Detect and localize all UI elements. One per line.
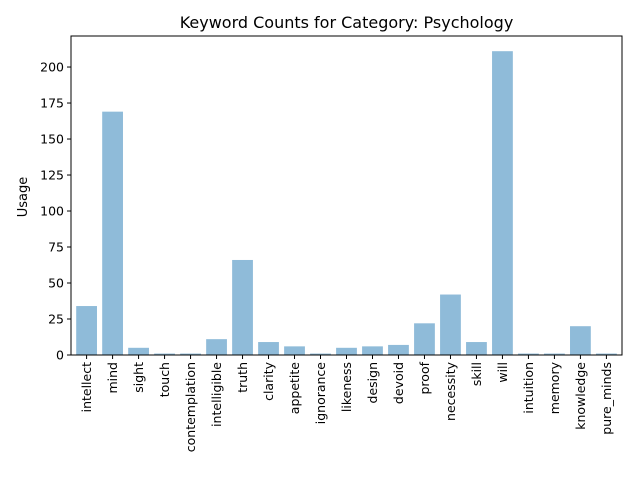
- x-tick-label: mind: [105, 362, 120, 394]
- y-tick-label: 75: [48, 240, 64, 255]
- bar-necessity: [440, 294, 461, 355]
- bar-design: [362, 346, 383, 355]
- y-tick-label: 25: [48, 312, 64, 327]
- bar-likeness: [336, 347, 357, 355]
- bar-memory: [544, 353, 565, 355]
- x-tick-label: proof: [417, 361, 432, 394]
- y-tick-label: 150: [40, 132, 64, 147]
- x-tick-label: ignorance: [313, 362, 328, 425]
- x-tick-label: intellect: [79, 362, 94, 412]
- y-tick-label: 175: [40, 96, 64, 111]
- bar-intuition: [518, 353, 539, 355]
- bar-mind: [102, 111, 123, 355]
- bar-contemplation: [180, 353, 201, 355]
- y-tick-label: 200: [40, 60, 64, 75]
- bar-sight: [128, 347, 149, 355]
- y-tick-label: 100: [40, 204, 64, 219]
- x-tick-label: intuition: [521, 362, 536, 414]
- bar-intellect: [76, 306, 97, 355]
- x-tick-label: clarity: [261, 361, 276, 401]
- x-tick-label: appetite: [287, 362, 302, 414]
- bar-touch: [154, 353, 175, 355]
- x-tick-label: touch: [157, 362, 172, 397]
- x-tick-label: intelligible: [209, 362, 224, 427]
- x-tick-label: necessity: [443, 361, 458, 421]
- x-tick-label: will: [495, 362, 510, 383]
- y-tick-label: 50: [48, 276, 64, 291]
- bar-knowledge: [570, 326, 591, 355]
- bar-will: [492, 51, 513, 355]
- bar-devoid: [388, 344, 409, 355]
- plot-frame: [70, 35, 623, 356]
- x-tick-label: memory: [547, 361, 562, 414]
- x-tick-label: pure_minds: [599, 362, 614, 435]
- bar-pure-minds: [596, 353, 617, 355]
- bar-skill: [466, 342, 487, 355]
- chart-title: Keyword Counts for Category: Psychology: [180, 13, 514, 32]
- bars-group: [76, 51, 617, 355]
- bar-proof: [414, 323, 435, 355]
- bar-intelligible: [206, 339, 227, 355]
- x-tick-label: devoid: [391, 362, 406, 404]
- y-tick-label: 125: [40, 168, 64, 183]
- bar-truth: [232, 259, 253, 355]
- x-tick-label: truth: [235, 362, 250, 393]
- bar-clarity: [258, 342, 279, 355]
- y-axis-ticks: 0 25 50 75 100 125 150 175 200: [40, 60, 71, 363]
- x-tick-label: design: [365, 362, 380, 403]
- bar-appetite: [284, 346, 305, 355]
- x-tick-label: sight: [131, 362, 146, 393]
- axes-frame: [70, 35, 623, 356]
- x-tick-label: knowledge: [573, 362, 588, 430]
- bar-ignorance: [310, 353, 331, 355]
- x-tick-label: skill: [469, 362, 484, 386]
- y-tick-label: 0: [56, 348, 64, 363]
- x-axis-ticks: intellect mind sight touch contemplation inte…: [79, 355, 614, 452]
- y-axis-label: Usage: [16, 177, 31, 218]
- x-tick-label: likeness: [339, 362, 354, 412]
- x-tick-label: contemplation: [183, 362, 198, 452]
